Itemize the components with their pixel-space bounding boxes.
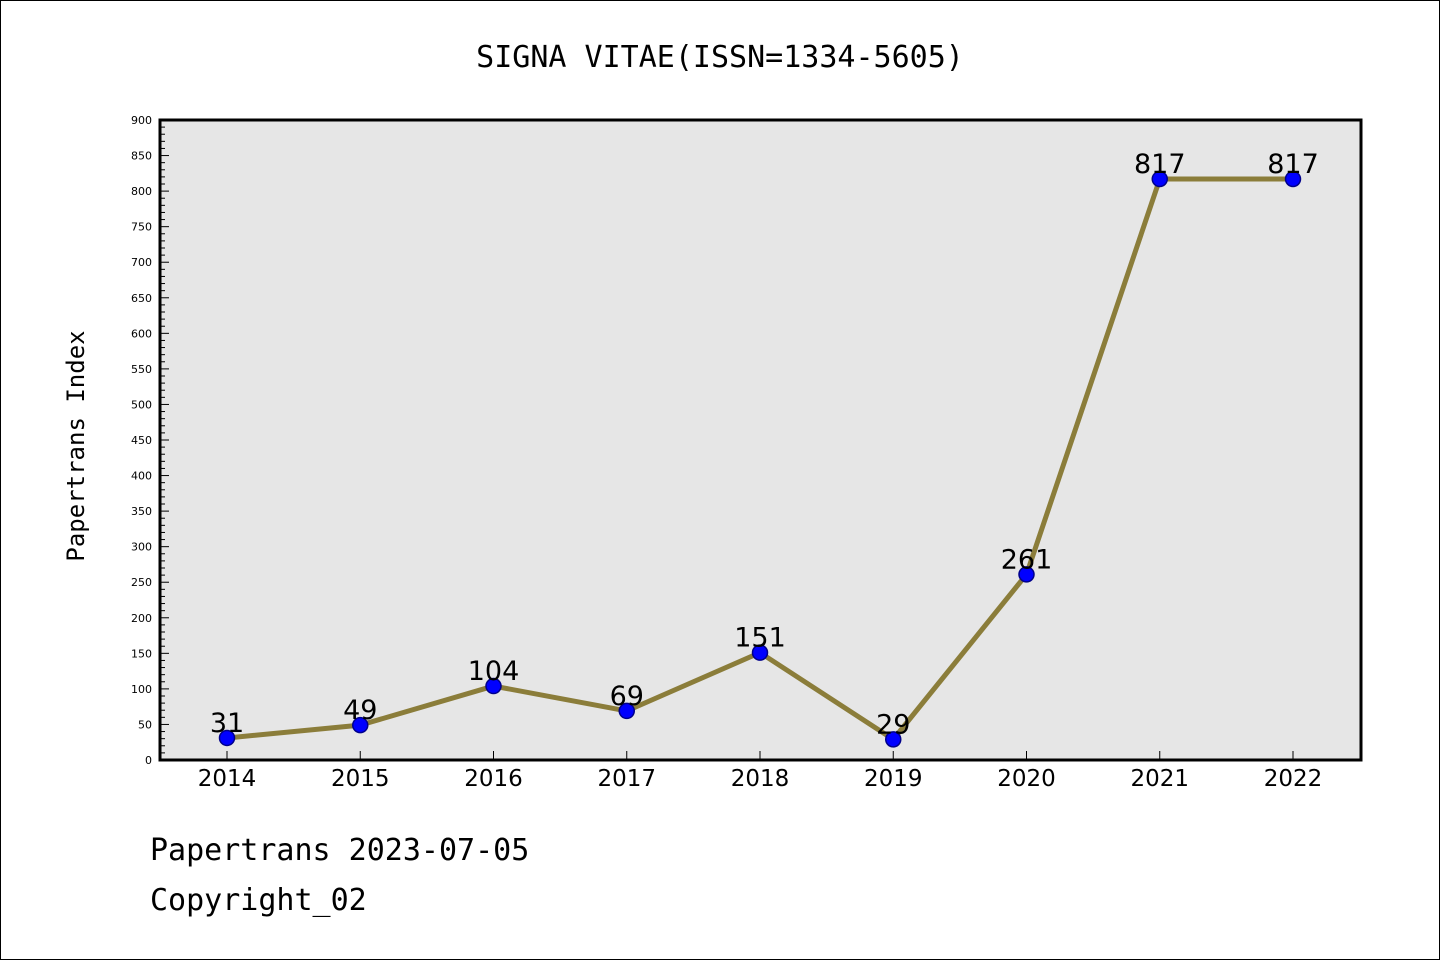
plot-area [160,120,1361,760]
data-value-label: 69 [610,681,644,712]
y-axis-label: Papertrans Index [62,330,90,561]
y-tick-label: 600 [131,327,152,340]
x-tick-label: 2021 [1130,766,1189,792]
y-tick-label: 100 [131,683,152,696]
x-tick-label: 2019 [864,766,923,792]
series-line-segment [1024,176,1163,577]
y-tick-label: 550 [131,363,152,376]
x-tick-label: 2017 [597,766,656,792]
footer-date-line: Papertrans 2023-07-05 [150,833,530,868]
data-value-label: 261 [1001,544,1053,575]
data-value-label: 151 [734,623,786,654]
footer-copyright-line: Copyright_02 [150,883,367,918]
data-labels-group: 31 49 104 69 151 29 261 817 817 [210,149,1319,740]
series-line-segment [224,722,363,741]
x-tick-label: 2016 [464,766,523,792]
series-line-group [224,176,1296,742]
data-point-marker [1151,170,1168,188]
y-tick-label: 750 [131,221,152,234]
markers-group [218,170,1302,748]
y-tick-label: 850 [131,150,152,163]
y-tick-label: 900 [131,114,152,127]
y-tick-label: 200 [131,612,152,625]
x-tick-label: 2014 [198,766,257,792]
y-tick-label: 50 [138,718,152,731]
y-tick-label: 150 [131,647,152,660]
chart-title: SIGNA VITAE(ISSN=1334-5605) [476,40,964,75]
data-point-marker [1284,170,1302,188]
y-tick-label: 700 [131,256,152,269]
series-line-segment [890,571,1029,742]
y-tick-label: 800 [131,185,152,198]
data-value-label: 817 [1267,149,1319,180]
data-point-marker [218,729,236,747]
data-point-marker [485,677,502,695]
series-line-segment [491,683,630,714]
data-point-marker [352,716,369,734]
plot-border [158,118,1363,762]
series-line-segment [757,650,896,742]
y-tick-label: 300 [131,541,152,554]
y-tick-label: 350 [131,505,152,518]
x-tick-label: 2022 [1264,766,1323,792]
y-tick-label: 650 [131,292,152,305]
data-value-label: 31 [210,708,244,739]
y-tick-label: 400 [131,470,152,483]
y-axis: 0 50 100 150 200 250 300 350 400 450 500 550 600 650 7… [131,114,169,767]
data-point-marker [618,702,635,720]
y-tick-label: 450 [131,434,152,447]
x-tick-label: 2018 [731,766,790,792]
data-value-label: 817 [1134,149,1186,180]
data-point-marker [751,644,769,661]
series-line-segment [357,683,496,728]
data-point-marker [885,731,902,748]
data-point-marker [1018,566,1035,583]
data-value-label: 49 [343,695,377,726]
y-tick-label: 500 [131,398,152,411]
y-tick-label: 0 [145,754,152,767]
x-tick-label: 2015 [331,766,390,792]
y-tick-label: 250 [131,576,152,589]
data-value-label: 104 [468,656,520,687]
series-line-segment [624,650,763,714]
x-tick-label: 2020 [997,766,1056,792]
data-value-label: 29 [876,709,910,740]
